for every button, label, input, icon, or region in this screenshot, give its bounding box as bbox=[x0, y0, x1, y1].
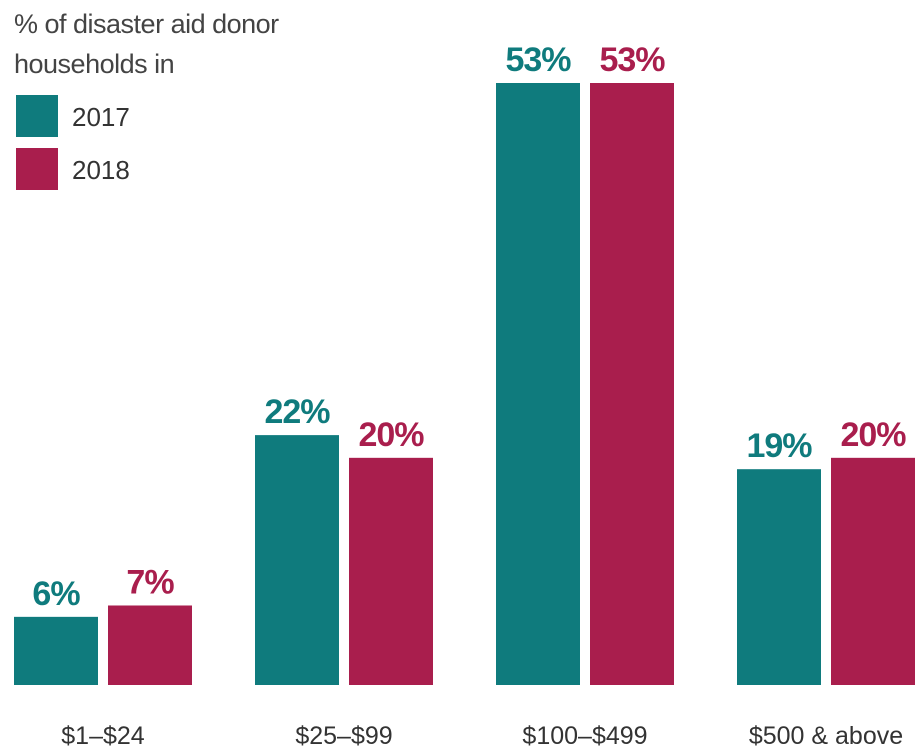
value-label: 19% bbox=[746, 427, 812, 465]
bar bbox=[349, 457, 433, 685]
x-tick-label: $500 & above bbox=[749, 722, 903, 750]
x-tick-label: $100–$499 bbox=[522, 722, 647, 750]
value-label: 20% bbox=[358, 416, 424, 454]
chart-title: % of disaster aid donor households in bbox=[14, 9, 279, 79]
value-label: 22% bbox=[264, 393, 330, 431]
x-tick-label: $1–$24 bbox=[61, 722, 145, 750]
legend-swatch bbox=[16, 95, 58, 137]
value-label: 6% bbox=[32, 575, 80, 613]
value-label: 7% bbox=[126, 563, 174, 601]
legend-label: 2017 bbox=[72, 102, 130, 132]
bar bbox=[590, 83, 674, 685]
x-tick-label: $25–$99 bbox=[295, 722, 392, 750]
value-label: 53% bbox=[599, 41, 665, 79]
legend-swatch bbox=[16, 148, 58, 190]
value-label: 53% bbox=[505, 41, 571, 79]
bar bbox=[737, 469, 821, 685]
legend-label: 2018 bbox=[72, 155, 130, 185]
bar bbox=[255, 435, 339, 685]
bar bbox=[496, 83, 580, 685]
bar bbox=[831, 457, 915, 685]
bar bbox=[108, 605, 192, 685]
bar bbox=[14, 616, 98, 685]
value-label: 20% bbox=[840, 416, 906, 454]
